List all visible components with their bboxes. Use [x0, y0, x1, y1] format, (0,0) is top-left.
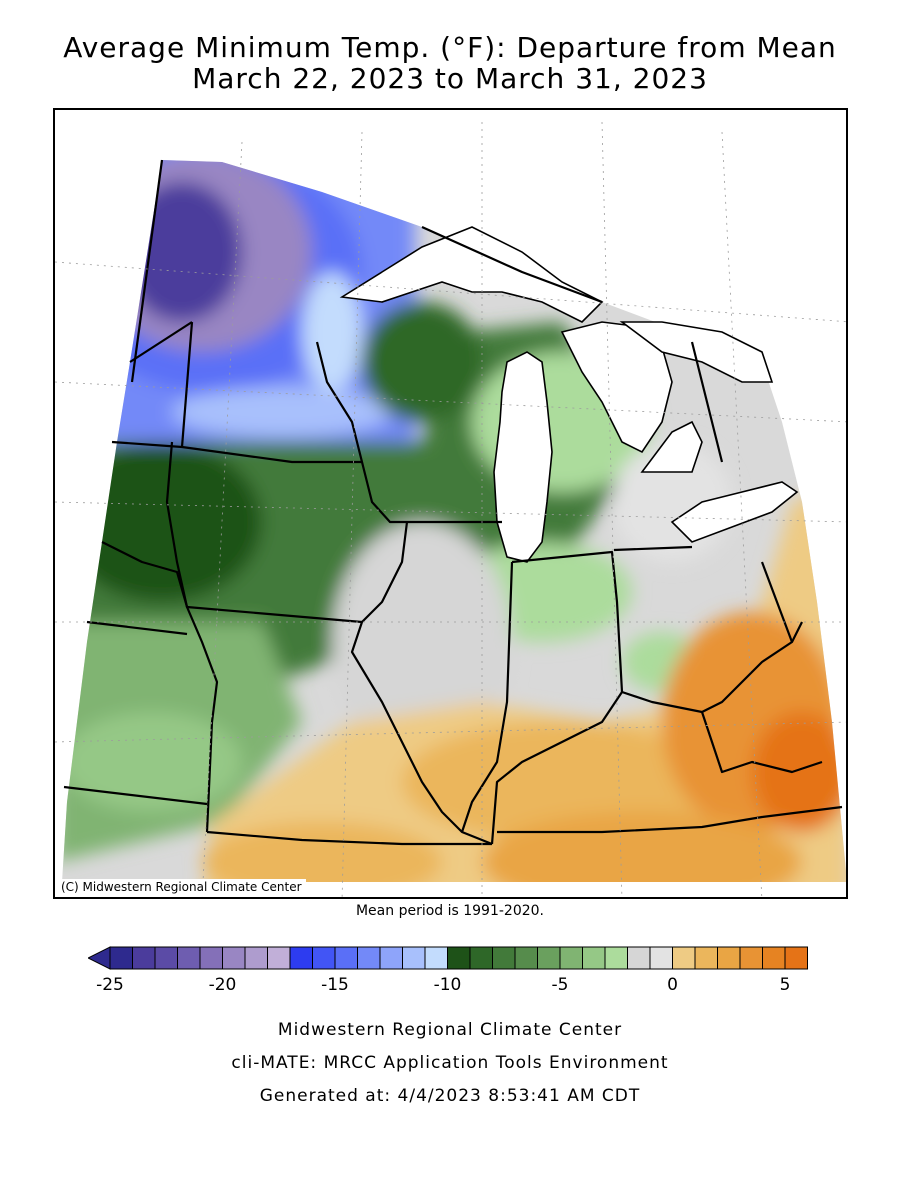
legend-swatch	[132, 946, 156, 970]
footer-application: cli-MATE: MRCC Application Tools Environ…	[231, 1053, 669, 1073]
map-panel: (C) Midwestern Regional Climate Center	[53, 108, 848, 899]
map-title: Average Minimum Temp. (°F): Departure fr…	[63, 31, 837, 64]
mean-period-note: Mean period is 1991-2020.	[355, 903, 545, 919]
legend-swatch	[312, 946, 336, 970]
graticule	[55, 121, 846, 897]
map-credit: (C) Midwestern Regional Climate Center	[57, 879, 306, 895]
legend-tick-label: 0	[667, 975, 678, 995]
legend-swatch	[492, 946, 516, 970]
legend-tick-label: -5	[551, 975, 569, 995]
legend-swatch	[739, 946, 763, 970]
legend-swatch	[244, 946, 268, 970]
legend-swatch	[357, 946, 381, 970]
legend-swatch	[379, 946, 403, 970]
legend-tick-label: 5	[779, 975, 791, 995]
legend-swatch	[582, 946, 606, 970]
map-date-range: March 22, 2023 to March 31, 2023	[192, 62, 708, 95]
legend-swatch	[469, 946, 493, 970]
legend-swatch	[672, 946, 696, 970]
legend-swatch	[402, 946, 426, 970]
legend-swatch	[177, 946, 201, 970]
state-boundaries	[63, 159, 843, 846]
legend-swatch	[154, 946, 178, 970]
footer-generated-time: Generated at: 4/4/2023 8:53:41 AM CDT	[259, 1086, 641, 1106]
legend-swatch	[334, 946, 358, 970]
legend-swatch	[424, 946, 448, 970]
legend-swatch	[109, 946, 133, 970]
legend-tick-label: -20	[208, 975, 237, 995]
legend-tick-label: -10	[433, 975, 462, 995]
legend-swatch	[222, 946, 246, 970]
legend-swatch	[559, 946, 583, 970]
legend-swatch	[627, 946, 651, 970]
legend-swatch	[447, 946, 471, 970]
legend-tick-label: -15	[321, 975, 349, 995]
legend-swatch	[762, 946, 786, 970]
legend-swatch	[537, 946, 561, 970]
footer-organization: Midwestern Regional Climate Center	[277, 1020, 623, 1040]
legend-swatch	[267, 946, 291, 970]
legend-tick-label: -25	[96, 975, 124, 995]
legend-swatch	[694, 946, 718, 970]
legend-swatch	[717, 946, 741, 970]
legend-arrow	[88, 946, 111, 970]
legend-swatch	[784, 946, 808, 970]
color-legend	[88, 946, 808, 970]
legend-swatch	[199, 946, 223, 970]
legend-swatch	[289, 946, 313, 970]
legend-swatch	[514, 946, 538, 970]
legend-swatch	[649, 946, 673, 970]
legend-swatch	[604, 946, 628, 970]
